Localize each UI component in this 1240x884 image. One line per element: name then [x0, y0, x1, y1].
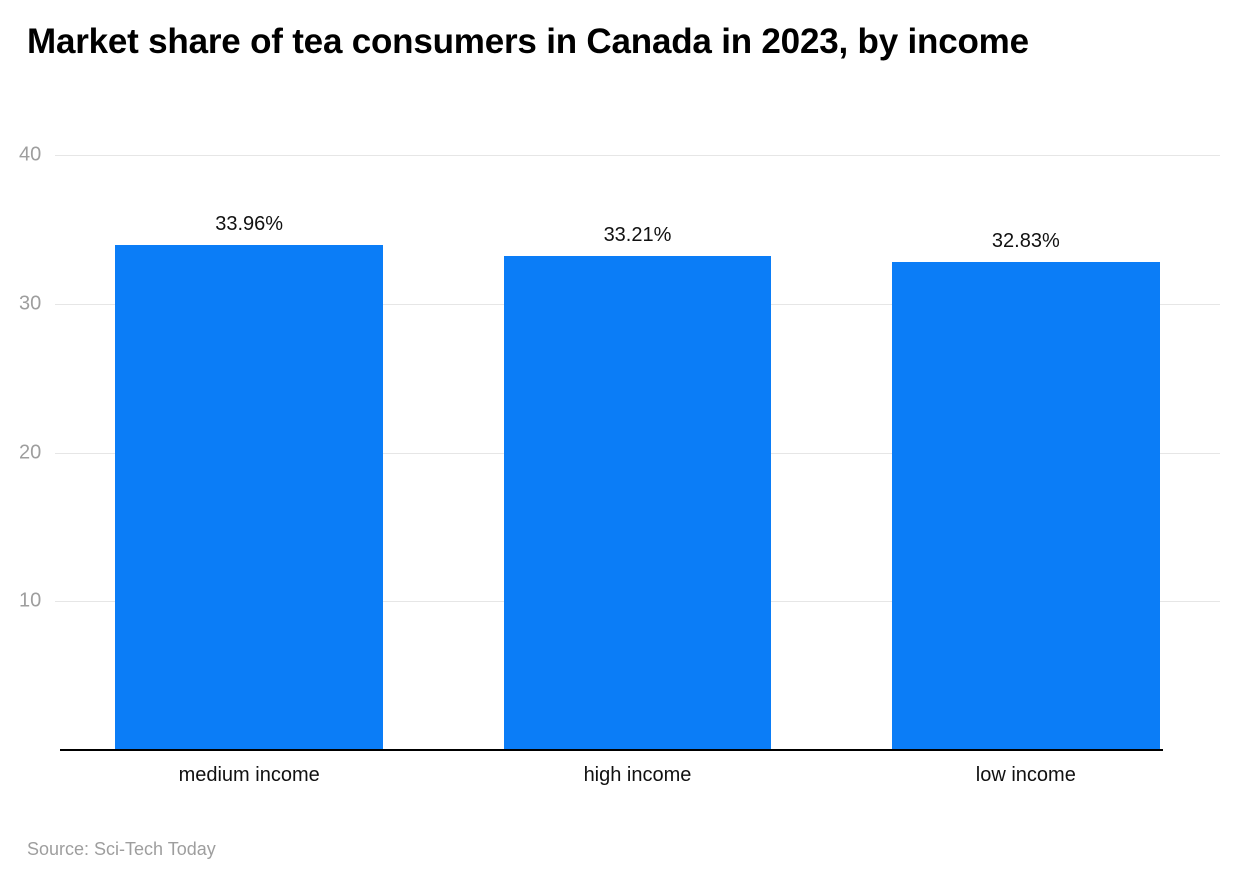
- bar-value-label: 33.21%: [603, 224, 672, 247]
- y-axis-tick-label: 10: [19, 589, 42, 612]
- gridline: [55, 155, 1220, 156]
- bars-container: 33.96% 33.21% 32.83%: [55, 155, 1220, 750]
- x-axis-labels: medium income high income low income: [55, 764, 1220, 787]
- bar-value-label: 33.96%: [215, 212, 284, 235]
- y-axis-tick-label: 30: [19, 292, 42, 315]
- x-axis-label: low income: [975, 764, 1076, 786]
- bar-low-income[interactable]: [891, 261, 1160, 750]
- bar-cell: 32.83%: [832, 155, 1220, 750]
- x-axis-label: medium income: [178, 764, 320, 786]
- bar-cell: 33.96%: [55, 155, 443, 750]
- y-axis-tick-label: 20: [19, 441, 42, 463]
- bar-value-label: 32.83%: [991, 229, 1060, 252]
- plot-area: 40 30 20 10 33.96% 33.21% 32.83%: [19, 144, 1220, 750]
- chart-title: Market share of tea consumers in Canada …: [27, 22, 1029, 61]
- x-axis-label: high income: [583, 764, 692, 786]
- bar-high-income[interactable]: [503, 256, 772, 750]
- x-axis-line: [60, 749, 1163, 751]
- y-axis-tick-label: 40: [19, 143, 42, 166]
- bar-medium-income[interactable]: [115, 244, 384, 750]
- bar-cell: 33.21%: [443, 155, 831, 750]
- source-text: Source: Sci-Tech Today: [27, 839, 216, 859]
